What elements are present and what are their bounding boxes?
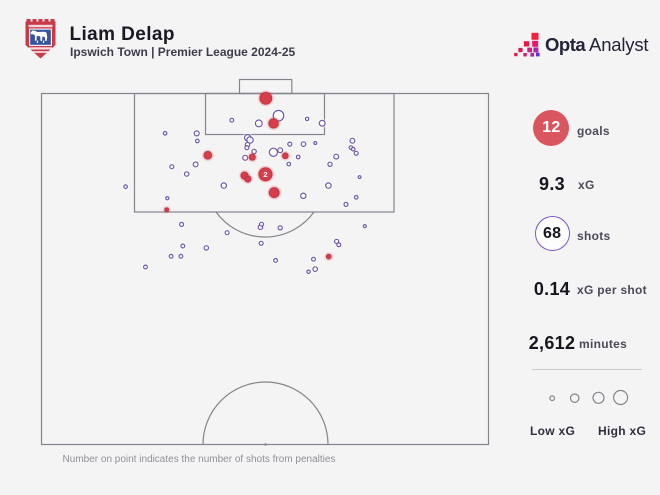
svg-text:2: 2 (263, 170, 267, 179)
